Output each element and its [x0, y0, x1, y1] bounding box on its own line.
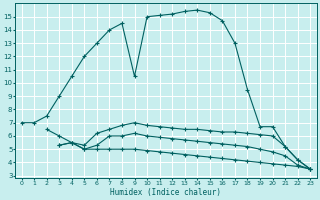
X-axis label: Humidex (Indice chaleur): Humidex (Indice chaleur): [110, 188, 221, 197]
